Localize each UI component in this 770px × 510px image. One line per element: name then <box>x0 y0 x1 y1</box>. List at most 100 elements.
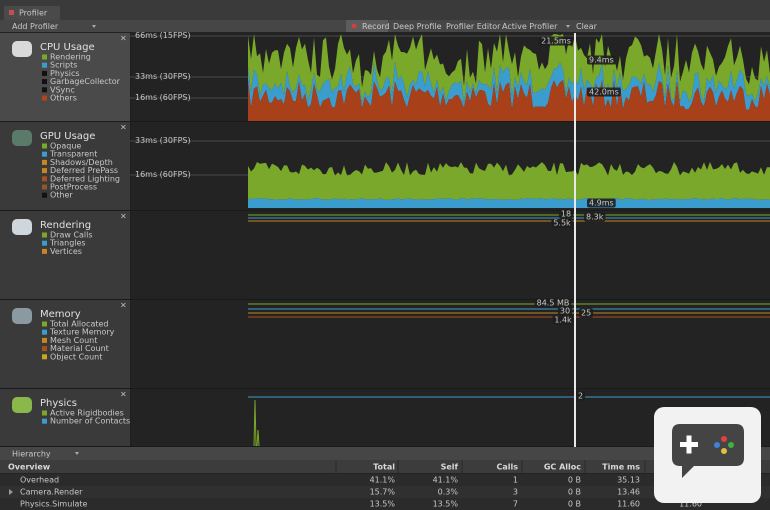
close-button[interactable]: × <box>120 34 127 43</box>
dropdown-arrow <box>566 25 570 28</box>
cell: 11.60 <box>617 500 640 509</box>
legend-swatch <box>42 62 47 68</box>
legend-label: Mesh Count <box>50 336 97 345</box>
cell: 0 B <box>568 476 581 485</box>
column-header[interactable]: Time ms <box>602 463 640 472</box>
cell: 0 B <box>568 488 581 497</box>
area-icon <box>12 397 32 413</box>
legend-label: Opaque <box>50 142 81 151</box>
cell: 13.46 <box>617 488 640 497</box>
area-title: Memory <box>40 309 81 320</box>
area-icon <box>12 219 32 235</box>
readout: 8.3k <box>586 213 604 222</box>
close-button[interactable]: × <box>120 390 127 399</box>
readout: 30 <box>560 307 570 316</box>
legend-label: GarbageCollector <box>50 77 121 86</box>
toolbar-button[interactable]: Profiler Editor <box>446 22 501 31</box>
legend-swatch <box>42 192 47 198</box>
column-header[interactable]: Total <box>373 463 395 472</box>
legend-label: Vertices <box>50 247 82 256</box>
cell: 7 <box>513 500 518 509</box>
hierarchy-toolbar <box>0 447 770 460</box>
hierarchy-mode[interactable]: Hierarchy <box>12 450 51 459</box>
toolbar-button[interactable]: Active Profiler <box>502 22 558 31</box>
column-header[interactable]: Overview <box>8 463 51 472</box>
legend-swatch <box>42 70 47 76</box>
tab[interactable] <box>4 6 60 20</box>
cell: 1 <box>513 476 518 485</box>
readout-box <box>539 36 573 46</box>
legend-label: Material Count <box>50 344 109 353</box>
legend-swatch <box>42 184 47 190</box>
toolbar-button[interactable]: Clear <box>576 22 598 31</box>
cpu-red <box>248 80 770 121</box>
readout: 9.4ms <box>589 56 614 65</box>
dropdown-arrow <box>75 452 79 455</box>
area-icon <box>12 130 32 146</box>
legend-swatch <box>42 337 47 343</box>
legend-swatch <box>42 248 47 254</box>
tab-label: Profiler <box>19 9 48 18</box>
legend-swatch <box>42 329 47 335</box>
table-row[interactable] <box>0 498 770 510</box>
legend-swatch <box>42 176 47 182</box>
legend-label: VSync <box>50 85 75 94</box>
gpu-blue <box>248 198 770 208</box>
column-header[interactable]: GC Alloc <box>544 463 581 472</box>
legend-label: Others <box>50 94 77 103</box>
record-active <box>346 20 388 32</box>
table-row[interactable] <box>0 474 770 486</box>
legend-label: Deferred PrePass <box>50 166 118 175</box>
gpu-green <box>248 162 770 200</box>
logo-button <box>728 442 734 448</box>
close-button[interactable]: × <box>120 212 127 221</box>
toolbar-button[interactable]: Deep Profile <box>393 22 442 31</box>
legend-swatch <box>42 232 47 238</box>
column-header[interactable]: Calls <box>496 463 518 472</box>
readout-box <box>552 315 574 325</box>
grid-label: 16ms (60FPS) <box>135 170 191 179</box>
readout-box <box>587 55 616 65</box>
readout-box <box>557 306 573 316</box>
close-button[interactable]: × <box>120 123 127 132</box>
logo-button <box>721 448 727 454</box>
legend-label: Number of Contacts <box>50 417 130 426</box>
legend-swatch <box>42 240 47 246</box>
legend-swatch <box>42 87 47 93</box>
legend-label: PostProcess <box>50 183 97 192</box>
readout-box <box>551 218 573 228</box>
area-title: Rendering <box>40 220 91 231</box>
readout-box <box>576 391 586 401</box>
add-profiler[interactable]: Add Profiler <box>12 22 59 31</box>
legend-label: Object Count <box>50 352 102 361</box>
readout: 5.5k <box>553 219 571 228</box>
table-row[interactable] <box>0 486 770 498</box>
cell: 41.1% <box>370 476 396 485</box>
legend-label: Active Rigidbodies <box>50 409 124 418</box>
column-header[interactable]: Self <box>441 463 459 472</box>
cell: 13.5% <box>370 500 396 509</box>
record-dot <box>351 23 357 29</box>
grid-label: 66ms (15FPS) <box>135 31 191 40</box>
readout: 21.5ms <box>541 37 571 46</box>
logo-button <box>721 436 727 442</box>
area-icon <box>12 41 32 57</box>
legend-swatch <box>42 143 47 149</box>
grid-label: 33ms (30FPS) <box>135 136 191 145</box>
readout-box <box>558 209 574 219</box>
grid-label: 16ms (60FPS) <box>135 93 191 102</box>
close-button[interactable]: × <box>120 301 127 310</box>
table-header <box>0 460 770 473</box>
legend-label: Draw Calls <box>50 231 93 240</box>
cpu-green <box>248 34 770 103</box>
area-title: GPU Usage <box>40 131 95 142</box>
readout: 18 <box>561 210 571 219</box>
legend-swatch <box>42 79 47 85</box>
readout: 2 <box>578 392 583 401</box>
readout-box <box>584 212 606 222</box>
legend-swatch <box>42 95 47 101</box>
toolbar-button[interactable]: Record <box>362 22 390 31</box>
readout: 84.5 MB <box>537 299 570 308</box>
expand-arrow[interactable] <box>9 489 13 495</box>
